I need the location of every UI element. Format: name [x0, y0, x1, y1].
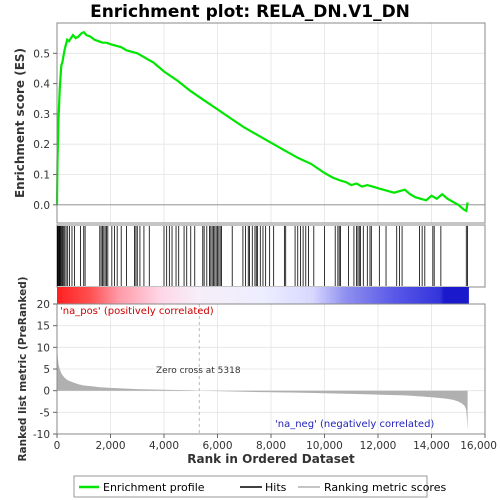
enrichment-panel: 0.0 0.1 0.2 0.3 0.4 0.5 Enrichment score (ES)	[13, 22, 486, 224]
rank-gradient-bar	[57, 287, 469, 304]
enrichment-y-tick-label: 0.5	[33, 48, 50, 60]
legend-metric-label: Ranking metric scores	[324, 481, 446, 494]
metric-y-tick-label: -5	[40, 407, 50, 419]
chart-title: Enrichment plot: RELA_DN.V1_DN	[90, 2, 410, 22]
negative-correlation-label: 'na_neg' (negatively correlated)	[275, 419, 434, 430]
zero-cross-label: Zero cross at 5318	[156, 366, 241, 376]
enrichment-profile-line	[55, 30, 469, 213]
hits-panel	[56, 224, 486, 288]
hit-lines	[57, 226, 469, 286]
legend-profile-label: Enrichment profile	[103, 481, 205, 494]
metric-x-tick-label: 2,000	[95, 440, 125, 452]
metric-x-tick-label: 8,000	[256, 440, 286, 452]
metric-y-tick-label: 20	[37, 299, 50, 311]
metric-panel: -10 -5 0 5 10 15 20 0 2,000 4,000 6,000 8,000 10,00…	[17, 276, 497, 466]
metric-y-tick-label: -10	[33, 429, 50, 441]
metric-x-ticks: 0 2,000 4,000 6,000 8,000 10,000 12,000 14,000 1…	[54, 434, 497, 452]
metric-x-tick-label: 4,000	[149, 440, 179, 452]
enrichment-panel-border	[56, 22, 486, 224]
enrichment-y-tick-label: 0.2	[33, 139, 50, 151]
enrichment-y-tick-label: 0.0	[33, 200, 50, 212]
metric-x-tick-label: 6,000	[202, 440, 232, 452]
legend: Enrichment profile Hits Ranking metric s…	[73, 475, 446, 498]
enrichment-y-tick-label: 0.1	[33, 170, 50, 182]
enrichment-y-axis-label: Enrichment score (ES)	[13, 48, 27, 198]
metric-y-tick-label: 5	[43, 364, 50, 376]
positive-correlation-label: 'na_pos' (positively correlated)	[60, 306, 214, 317]
enrichment-y-tick-label: 0.4	[33, 79, 50, 91]
hits-panel-bg	[56, 224, 486, 288]
legend-hits-label: Hits	[265, 481, 287, 494]
metric-y-tick-label: 10	[37, 342, 50, 354]
enrichment-y-tick-label: 0.3	[33, 109, 50, 121]
metric-y-tick-label: 15	[37, 321, 50, 333]
metric-x-axis-label: Rank in Ordered Dataset	[187, 452, 355, 466]
metric-y-ticks: -10 -5 0 5 10 15 20	[33, 299, 57, 441]
metric-x-tick-label: 10,000	[306, 440, 343, 452]
metric-x-tick-label: 14,000	[413, 440, 450, 452]
enrichment-y-ticks: 0.0 0.1 0.2 0.3 0.4 0.5	[33, 48, 57, 212]
rank-color-bar	[57, 287, 469, 304]
metric-x-tick-label: 12,000	[360, 440, 397, 452]
metric-y-axis-label: Ranked list metric (PreRanked)	[17, 276, 29, 461]
metric-y-tick-label: 0	[43, 386, 50, 398]
metric-x-tick-label: 16,000	[460, 440, 497, 452]
metric-x-tick-label: 0	[54, 440, 61, 452]
